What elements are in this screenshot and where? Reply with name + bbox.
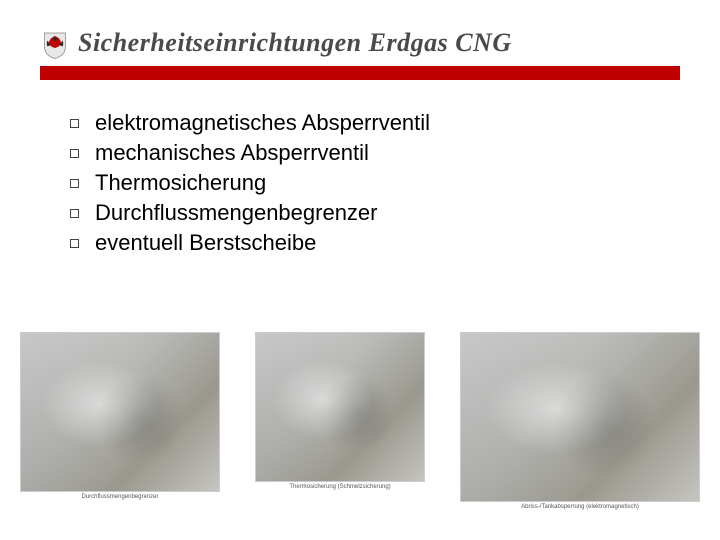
- accent-bar: [40, 66, 680, 80]
- crest-logo-icon: [40, 30, 70, 60]
- list-item: Thermosicherung: [70, 170, 680, 196]
- list-item: eventuell Berstscheibe: [70, 230, 680, 256]
- square-bullet-icon: [70, 149, 79, 158]
- figure-row: Durchflussmengenbegrenzer Thermosicherun…: [0, 332, 720, 510]
- bullet-text: Durchflussmengenbegrenzer: [95, 200, 378, 226]
- figure-caption: Durchflussmengenbegrenzer: [81, 494, 158, 500]
- valve-render-icon: [20, 332, 220, 492]
- figure-block: Thermosicherung (Schmelzsicherung): [255, 332, 425, 510]
- figure-block: Durchflussmengenbegrenzer: [20, 332, 220, 510]
- figure-block: Abriss-/Tankabsperrung (elektromagnetisc…: [460, 332, 700, 510]
- list-item: elektromagnetisches Absperrventil: [70, 110, 680, 136]
- shutoff-cutaway-icon: [460, 332, 700, 502]
- slide-container: Sicherheitseinrichtungen Erdgas CNG elek…: [0, 0, 720, 540]
- thermal-fuse-render-icon: [255, 332, 425, 482]
- content-area: elektromagnetisches Absperrventil mechan…: [40, 110, 680, 256]
- bullet-list: elektromagnetisches Absperrventil mechan…: [70, 110, 680, 256]
- eagle-head: [53, 37, 57, 41]
- figure-caption: Thermosicherung (Schmelzsicherung): [289, 484, 390, 490]
- square-bullet-icon: [70, 179, 79, 188]
- bullet-text: elektromagnetisches Absperrventil: [95, 110, 430, 136]
- header: Sicherheitseinrichtungen Erdgas CNG: [40, 28, 680, 60]
- bullet-text: eventuell Berstscheibe: [95, 230, 316, 256]
- square-bullet-icon: [70, 119, 79, 128]
- bullet-text: Thermosicherung: [95, 170, 266, 196]
- square-bullet-icon: [70, 239, 79, 248]
- square-bullet-icon: [70, 209, 79, 218]
- list-item: mechanisches Absperrventil: [70, 140, 680, 166]
- bullet-text: mechanisches Absperrventil: [95, 140, 369, 166]
- page-title: Sicherheitseinrichtungen Erdgas CNG: [78, 28, 512, 58]
- figure-caption: Abriss-/Tankabsperrung (elektromagnetisc…: [521, 504, 639, 510]
- list-item: Durchflussmengenbegrenzer: [70, 200, 680, 226]
